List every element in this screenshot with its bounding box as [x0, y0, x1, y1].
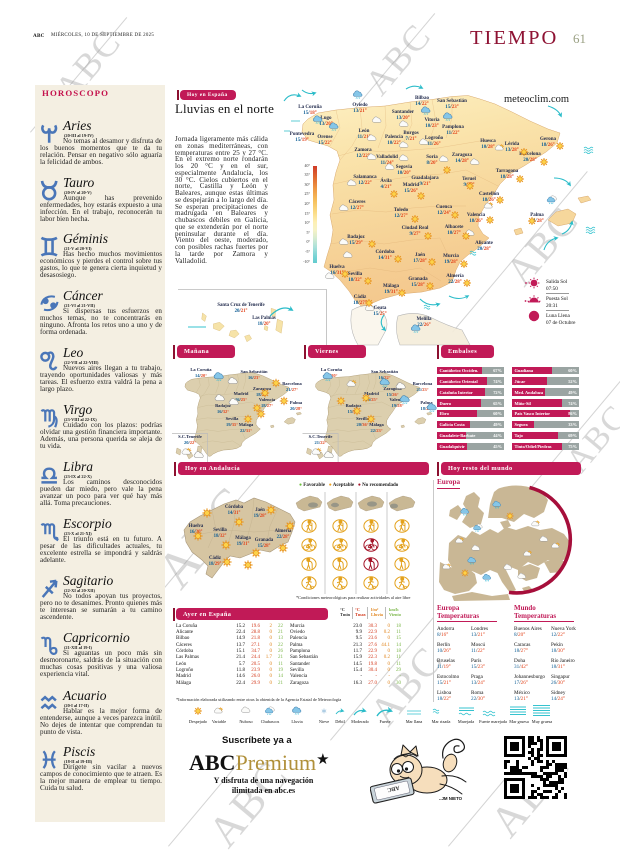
- svg-text:..JM NIETO: ..JM NIETO: [439, 796, 463, 801]
- svg-text:ABC: ABC: [386, 784, 400, 793]
